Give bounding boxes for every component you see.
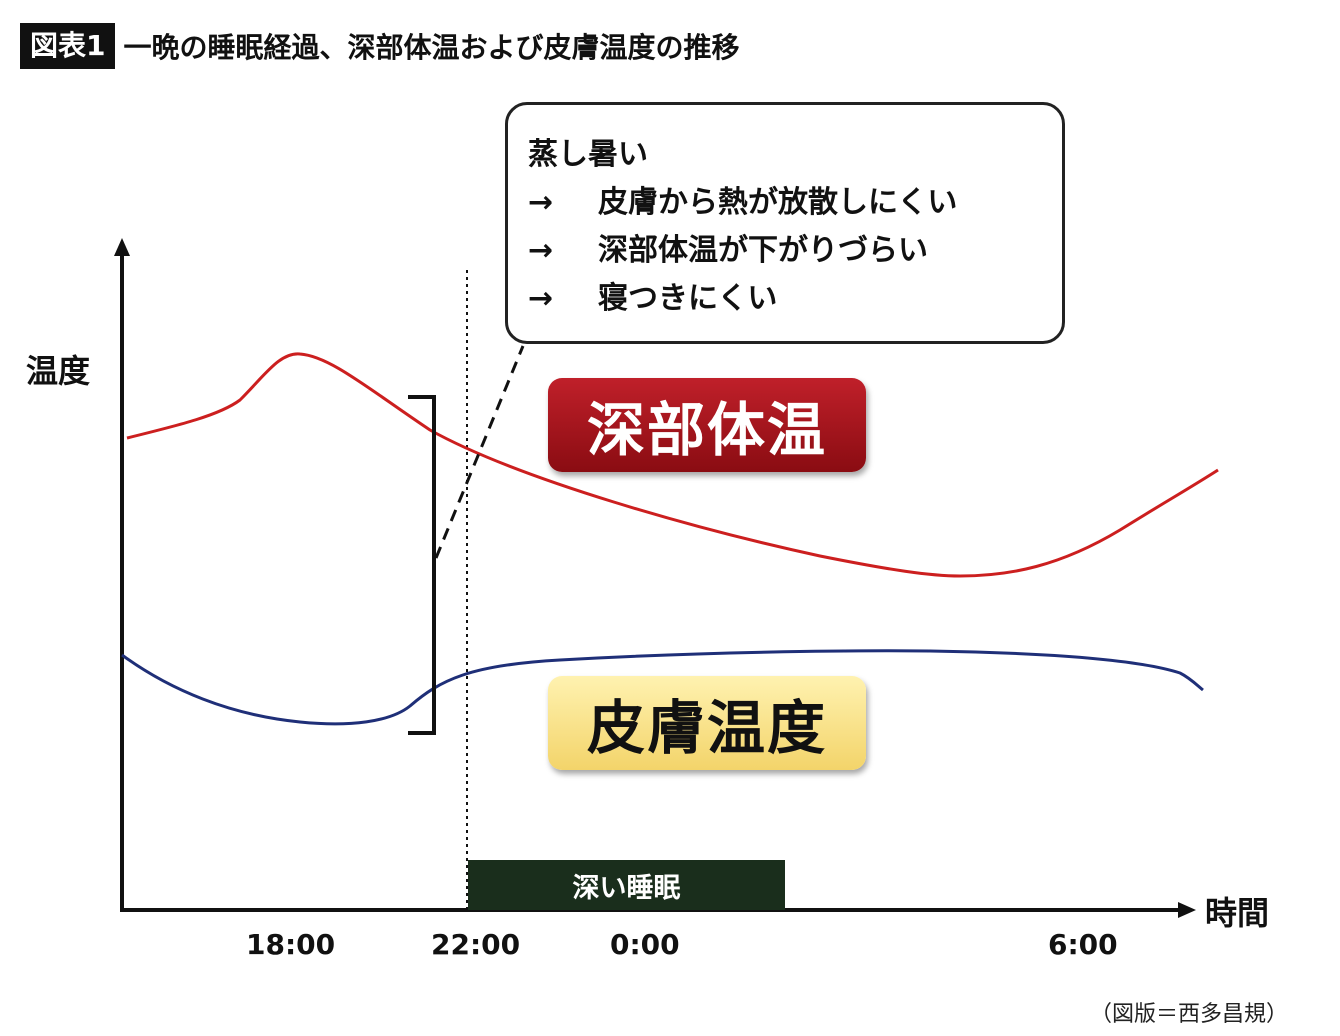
range-bracket [408,395,436,735]
callout-line-3-text: 深部体温が下がりづらい [598,233,928,268]
x-axis-label: 時間 [1205,894,1270,932]
arrow-icon: → [528,185,554,220]
callout-line-4: → 寝つきにくい [528,275,1062,323]
figure-header: 図表1 一晩の睡眠経過、深部体温および皮膚温度の推移 [20,23,740,69]
figure-number-tag: 図表1 [20,23,116,69]
callout-leader-line [434,345,525,559]
y-axis-label: 温度 [26,352,91,390]
skin-temperature-curve [121,649,1204,726]
explanation-callout: 蒸し暑い → 皮膚から熱が放散しにくい → 深部体温が下がりづらい → 寝つきにくい [505,102,1065,344]
x-axis-arrowhead [1178,902,1196,918]
callout-line-4-text: 寝つきにくい [598,281,778,316]
x-tick-22: 22:00 [431,928,521,961]
core-temperature-label: 深部体温 [548,378,866,472]
skin-temperature-label: 皮膚温度 [548,676,866,770]
callout-line-3: → 深部体温が下がりづらい [528,227,1062,275]
deep-sleep-bar: 深い睡眠 [468,860,785,910]
x-tick-0: 0:00 [610,928,680,961]
x-tick-18: 18:00 [246,928,336,961]
figure-title: 一晩の睡眠経過、深部体温および皮膚温度の推移 [123,31,740,64]
arrow-icon: → [528,281,554,316]
core-temperature-curve [126,352,1219,578]
x-tick-6: 6:00 [1048,928,1118,961]
callout-line-2: → 皮膚から熱が放散しにくい [528,179,1062,227]
callout-line-1: 蒸し暑い [528,137,648,172]
figure-credit: （図版＝西多昌規） [1089,1002,1288,1027]
callout-line-2-text: 皮膚から熱が放散しにくい [598,185,958,220]
arrow-icon: → [528,233,554,268]
y-axis-arrowhead [114,238,130,256]
